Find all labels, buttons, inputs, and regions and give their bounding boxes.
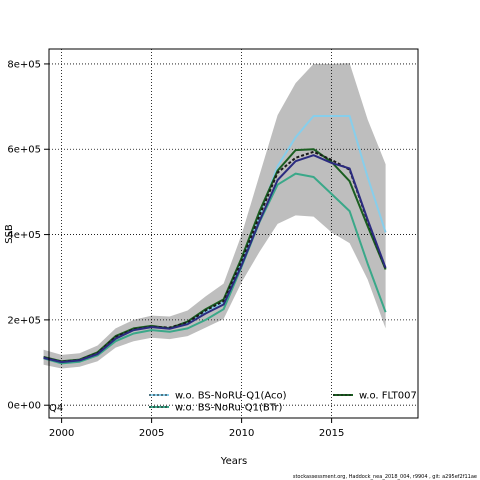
series-line: [43, 172, 387, 365]
y-axis-title: SSB: [4, 224, 15, 244]
legend-label: w.o. FLT007: [359, 391, 417, 402]
plot-frame: [48, 48, 419, 419]
legend-label: w.o. BS-NoRu-Q1(BTr): [175, 403, 283, 414]
series-lines: [43, 115, 387, 365]
plot-area: [43, 49, 418, 418]
x-tick-label: 2000: [49, 428, 74, 439]
y-tick-label: 2e+05: [7, 315, 41, 326]
legend-label: w.o. BS-NoRU-Q1(Aco): [175, 391, 287, 402]
y-tick-label: 4e+05: [7, 230, 41, 241]
x-axis-ticks: 2000 2005 2010 2015: [49, 418, 344, 439]
x-axis-title: Years: [220, 456, 247, 467]
y-tick-label: 6e+05: [7, 145, 41, 156]
series-line: [43, 150, 387, 363]
legend: w.o. BS-NoRU-Q1(Aco)w.o. BS-NoRu-Q1(BTr)…: [149, 391, 417, 414]
y-tick-label: 8e+05: [7, 59, 41, 70]
y-tick-label: 0e+00: [7, 401, 41, 412]
confidence-band: [43, 63, 386, 369]
x-tick-label: 2005: [139, 428, 164, 439]
y-axis-ticks: 0e+00 2e+05 4e+05 6e+05 8e+05: [7, 59, 49, 412]
x-tick-label: 2010: [229, 428, 254, 439]
footnote: stockassessment.org, Haddock_nea_2018_00…: [293, 474, 477, 480]
x-tick-label: 2015: [319, 428, 344, 439]
series-line: [43, 154, 387, 364]
corner-label: Q4: [49, 403, 63, 414]
